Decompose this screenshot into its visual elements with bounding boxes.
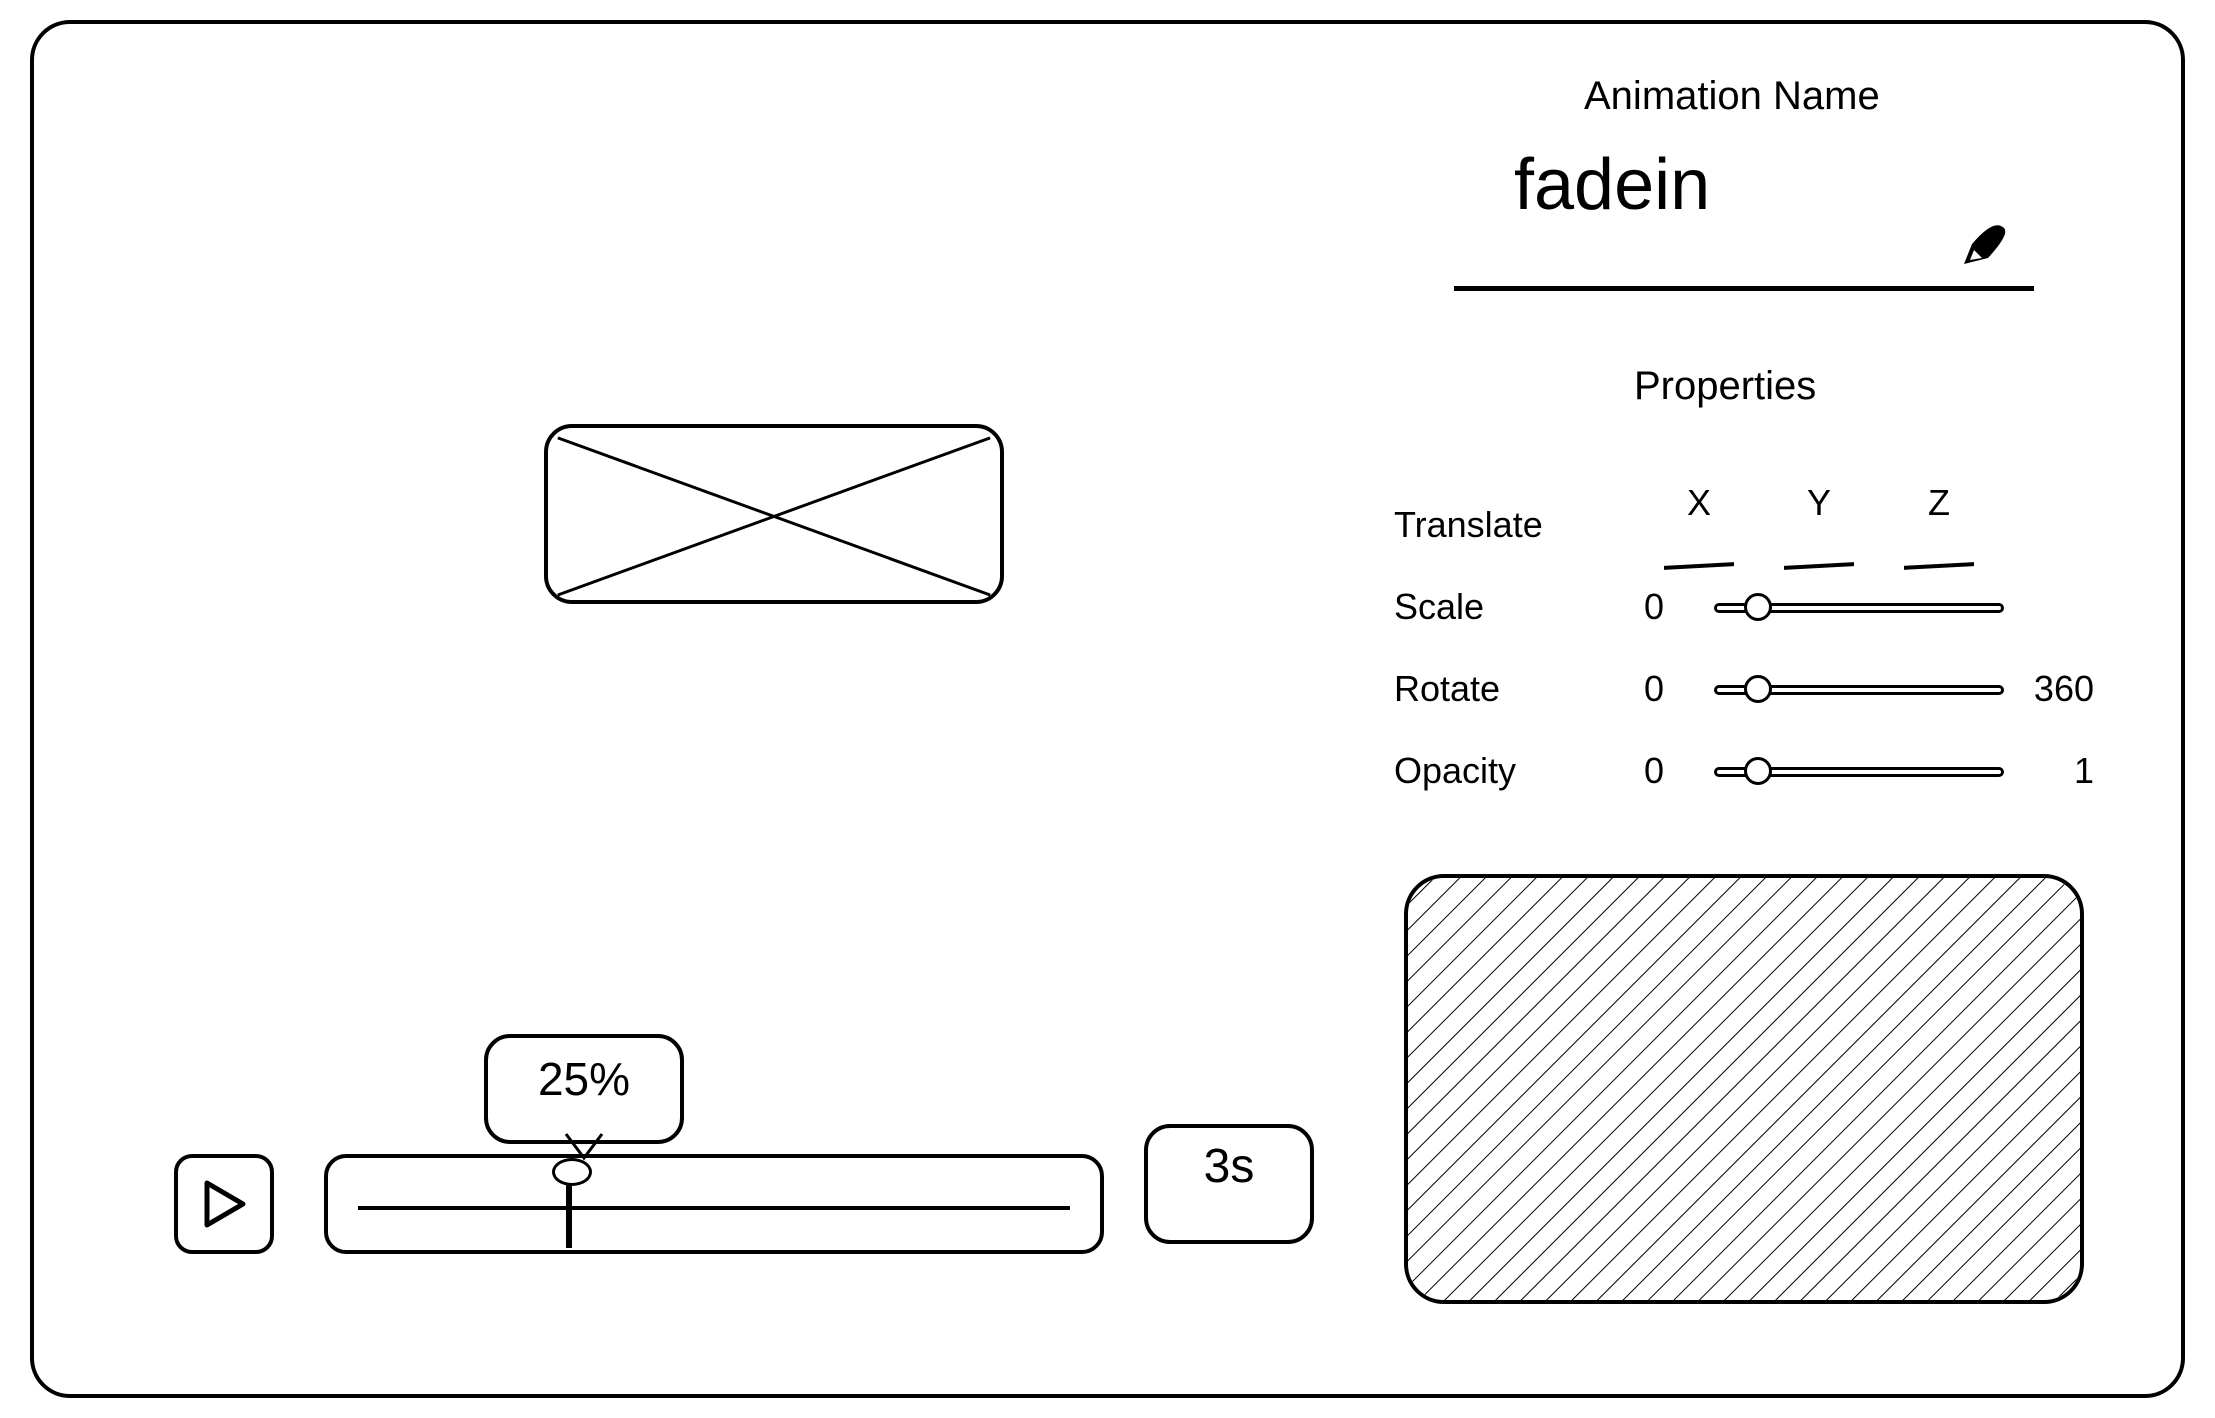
property-row-scale: Scale 0 <box>1394 566 2094 648</box>
opacity-label: Opacity <box>1394 750 1644 792</box>
rotate-min: 0 <box>1644 668 1714 710</box>
property-row-rotate: Rotate 0 360 <box>1394 648 2094 730</box>
keyframe-percent-bubble[interactable]: 25% <box>484 1034 684 1144</box>
preview-object[interactable] <box>544 424 1004 604</box>
axis-z-label: Z <box>1919 482 1959 524</box>
animation-name-value: fadein <box>1514 144 1710 226</box>
placeholder-cross-icon <box>548 428 1000 605</box>
pen-icon <box>1954 214 2014 274</box>
rotate-slider[interactable] <box>1714 669 2004 709</box>
scale-slider[interactable] <box>1714 587 2004 627</box>
output-preview-panel[interactable] <box>1404 874 2084 1304</box>
edit-name-button[interactable] <box>1954 214 2014 274</box>
properties-heading: Properties <box>1634 364 1816 409</box>
duration-input[interactable]: 3s <box>1144 1124 1314 1244</box>
timeline-rail <box>358 1206 1070 1210</box>
properties-panel: Translate X Y Z Scale 0 <box>1394 484 2094 812</box>
duration-value: 3s <box>1204 1140 1255 1193</box>
play-button[interactable] <box>174 1154 274 1254</box>
app-window: 25% 3s Animation Name fadein Properties … <box>30 20 2185 1398</box>
timeline-playhead[interactable] <box>566 1168 572 1248</box>
rotate-label: Rotate <box>1394 668 1644 710</box>
axis-y-label: Y <box>1799 482 1839 524</box>
rotate-max: 360 <box>2004 668 2094 710</box>
opacity-slider[interactable] <box>1714 751 2004 791</box>
hatch-fill-icon <box>1408 878 2080 1300</box>
opacity-max: 1 <box>2004 750 2094 792</box>
animation-name-label: Animation Name <box>1584 74 1880 119</box>
timeline-track[interactable] <box>324 1154 1104 1254</box>
play-icon <box>199 1179 249 1229</box>
property-row-opacity: Opacity 0 1 <box>1394 730 2094 812</box>
scale-min: 0 <box>1644 586 1714 628</box>
keyframe-percent-value: 25% <box>538 1053 630 1105</box>
header-divider <box>1454 286 2034 291</box>
scale-label: Scale <box>1394 586 1644 628</box>
translate-label: Translate <box>1394 504 1644 546</box>
axis-x-label: X <box>1679 482 1719 524</box>
opacity-min: 0 <box>1644 750 1714 792</box>
property-row-translate: Translate X Y Z <box>1394 484 2094 566</box>
